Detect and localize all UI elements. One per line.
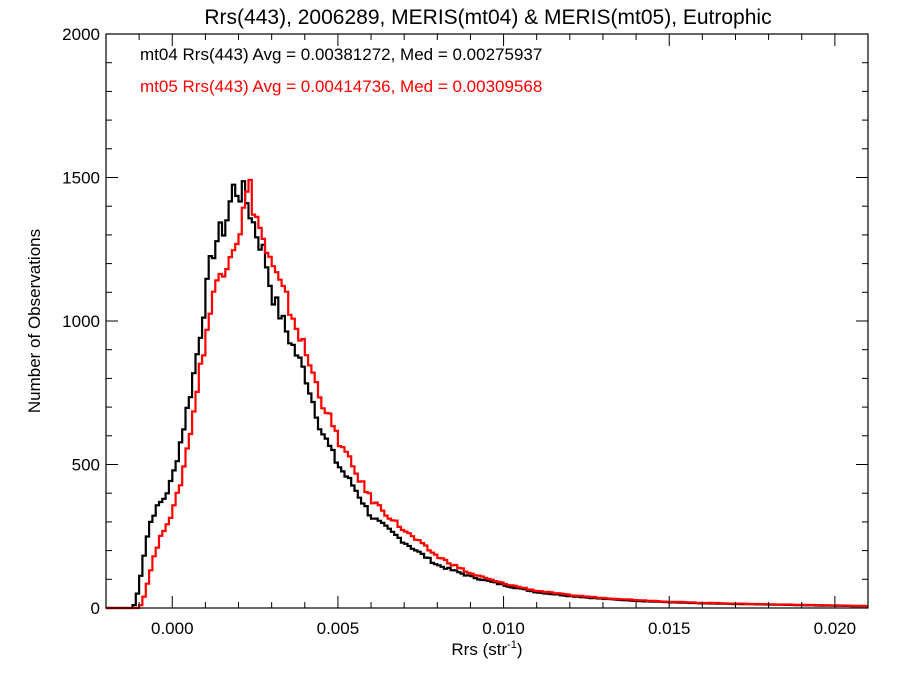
x-axis-label-close: ): [517, 640, 523, 659]
y-tick-label: 1000: [62, 312, 100, 331]
y-axis-label: Number of Observations: [25, 229, 44, 413]
y-tick-label: 0: [91, 599, 100, 618]
y-tick-label: 1500: [62, 169, 100, 188]
series-layer: [106, 178, 868, 610]
x-axis-label: Rrs (str-1): [451, 639, 522, 659]
chart-title: Rrs(443), 2006289, MERIS(mt04) & MERIS(m…: [204, 6, 771, 29]
axes-layer: 0.000 0.005 0.010 0.015 0.020 0 500 1000 1500 200…: [62, 25, 869, 638]
x-tick-label: 0.000: [151, 619, 194, 638]
annotation-mt05: mt05 Rrs(443) Avg = 0.00414736, Med = 0.…: [140, 77, 542, 96]
x-tick-label: 0.015: [648, 619, 691, 638]
x-axis-label-main: Rrs (str: [451, 640, 507, 659]
annotation-mt04: mt04 Rrs(443) Avg = 0.00381272, Med = 0.…: [140, 45, 542, 64]
x-tick-label: 0.020: [814, 619, 857, 638]
x-axis-label-superscript: -1: [507, 639, 517, 651]
y-tick-label: 500: [72, 456, 100, 475]
y-tick-label: 2000: [62, 25, 100, 44]
x-tick-label: 0.005: [317, 619, 360, 638]
x-tick-label: 0.010: [482, 619, 525, 638]
series-line-1: [106, 178, 868, 610]
